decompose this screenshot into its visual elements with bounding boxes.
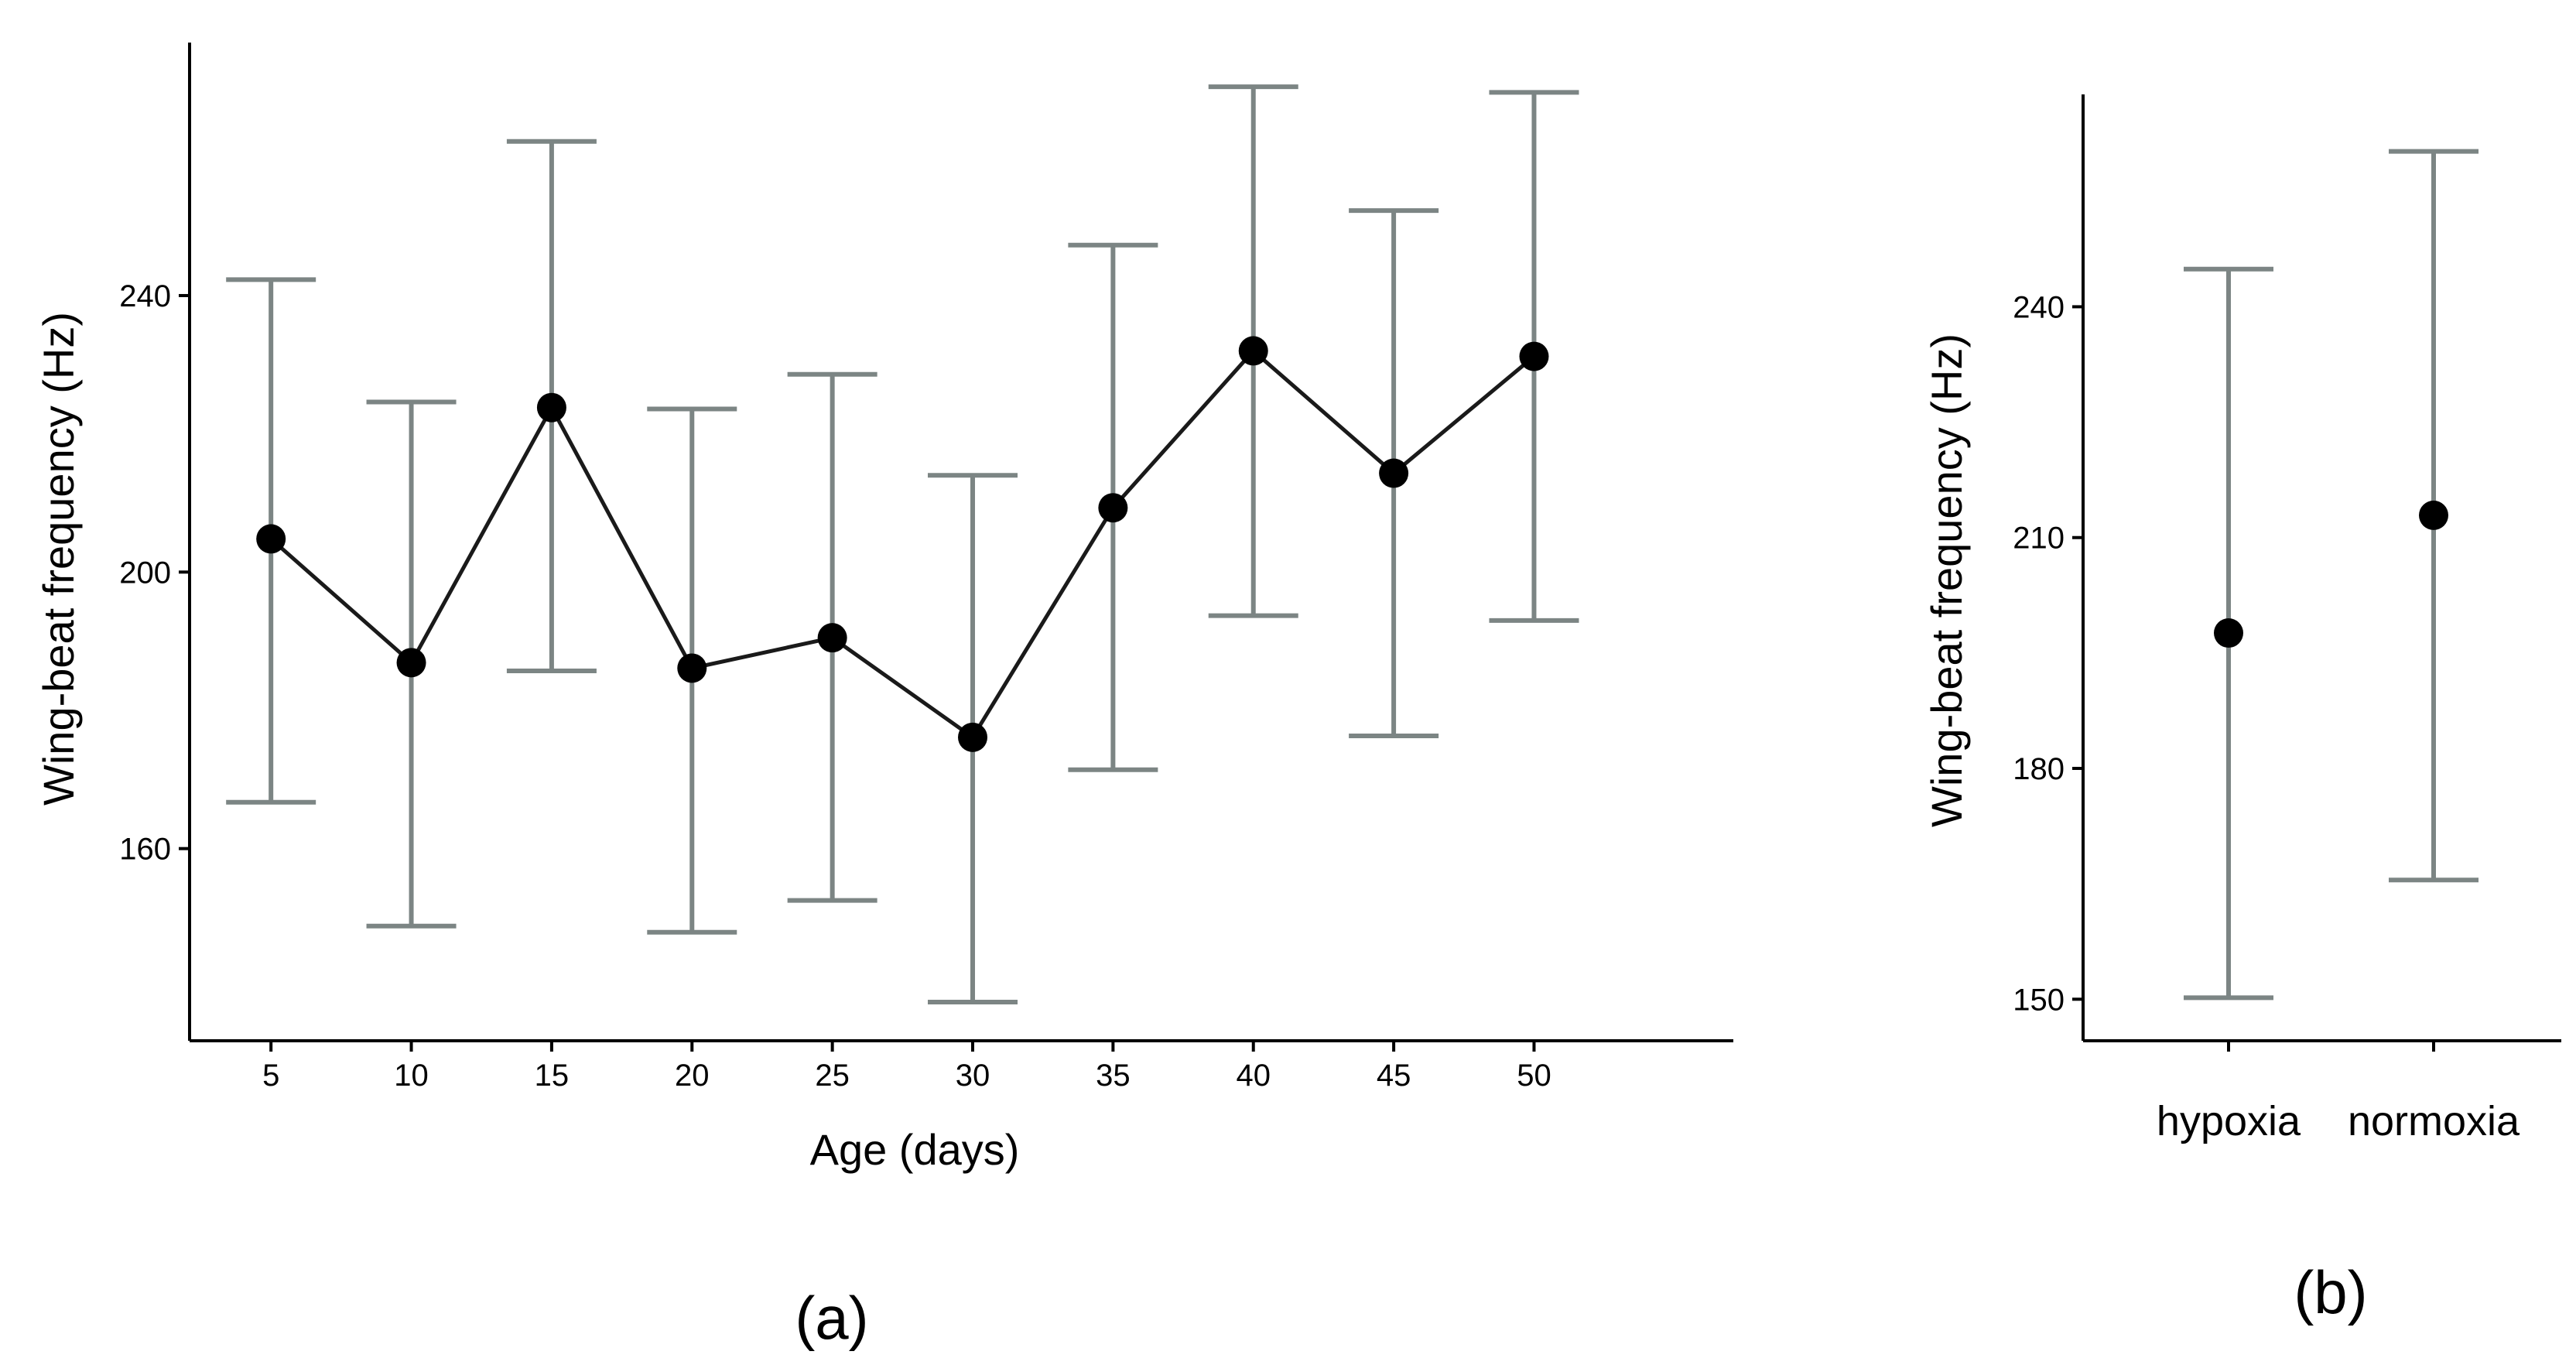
- panel-a-point-6: [1098, 493, 1128, 523]
- panel-b-y-tick-label-0: 150: [2013, 983, 2065, 1017]
- panel-a-y-tick-label-1: 200: [119, 556, 171, 590]
- panel-a-label: (a): [795, 1284, 868, 1352]
- panel-a-x-tick-label-1: 10: [394, 1059, 429, 1093]
- panel-a-x-tick-label-5: 30: [956, 1059, 990, 1093]
- panel-b-y-tick-label-2: 210: [2013, 522, 2065, 556]
- panel-a-point-4: [817, 623, 847, 653]
- panel-a-y-tick-label-2: 240: [119, 279, 171, 313]
- panel-a-point-2: [536, 392, 566, 422]
- panel-a-x-tick-label-8: 45: [1377, 1059, 1411, 1093]
- panel-b-marks: [2184, 149, 2479, 1001]
- panel-a-x-axis-title: Age (days): [810, 1125, 1020, 1174]
- panel-a-x-tick-label-6: 35: [1096, 1059, 1131, 1093]
- panel-a-mean-line: [269, 347, 1536, 741]
- panel-a-x-tick-label-9: 50: [1517, 1059, 1551, 1093]
- panel-b-y-tick-label-1: 180: [2013, 752, 2065, 786]
- panel-b-x-tick-label-0: hypoxia: [2157, 1098, 2301, 1144]
- panel-a-x-ticks: 5 10 15 20 25 30 35 40 45 50: [262, 1041, 1551, 1093]
- panel-b-y-ticks: 150 180 210 240: [2013, 290, 2083, 1017]
- panel-a-point-3: [677, 653, 707, 683]
- panel-a-point-5: [958, 722, 988, 752]
- panel-a-y-ticks: 160 200 240: [119, 279, 190, 867]
- panel-b-y-tick-label-3: 240: [2013, 290, 2065, 324]
- panel-a-x-tick-label-3: 20: [675, 1059, 710, 1093]
- panel-a-point-1: [396, 648, 426, 678]
- panel-a-x-tick-label-4: 25: [815, 1059, 850, 1093]
- panel-a-age-chart: 5 10 15 20 25 30 35 40 45 50 160 200 240 Age (days)…: [34, 43, 1733, 1352]
- panel-a-y-axis-title: Wing-beat frequency (Hz): [34, 312, 83, 806]
- panel-b-oxygen-chart: hypoxia normoxia 150 180 210 240 Wing-beat f…: [1922, 94, 2561, 1326]
- panel-a-point-8: [1379, 458, 1409, 488]
- panel-b-x-tick-label-1: normoxia: [2348, 1098, 2520, 1144]
- panel-a-point-9: [1519, 341, 1549, 371]
- panel-a-x-tick-label-7: 40: [1236, 1059, 1271, 1093]
- panel-b-label: (b): [2294, 1258, 2367, 1326]
- panel-a-y-tick-label-0: 160: [119, 833, 171, 867]
- panel-b-y-axis-title: Wing-beat frequency (Hz): [1922, 334, 1971, 827]
- panel-b-point-0: [2214, 618, 2243, 648]
- panel-a-marks: [226, 84, 1579, 1004]
- panel-b-point-1: [2419, 500, 2448, 530]
- panel-a-x-tick-label-2: 15: [535, 1059, 570, 1093]
- panel-b-x-ticks: hypoxia normoxia: [2157, 1041, 2520, 1144]
- panel-a-point-0: [256, 524, 286, 554]
- panel-a-point-7: [1238, 336, 1268, 366]
- panel-a-x-tick-label-0: 5: [262, 1059, 279, 1093]
